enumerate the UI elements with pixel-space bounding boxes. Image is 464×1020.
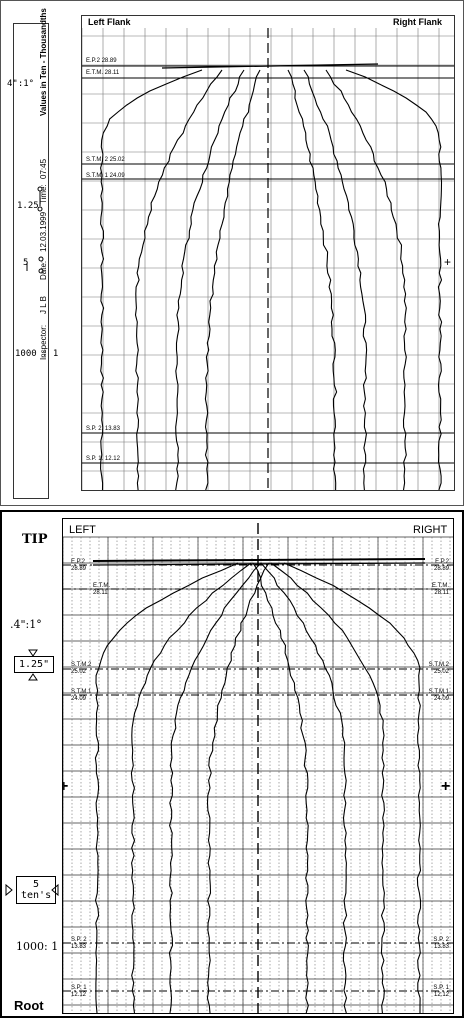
top-scale-top: 4":1°	[7, 79, 35, 89]
bottom-scale-low-unit: ten's	[21, 890, 52, 901]
bottom-scale-low-box: 5 ten's	[16, 876, 57, 904]
top-info-sidebar: Values in Ten - Thousandths 07:45 Time: …	[13, 8, 49, 499]
bl-stm2-value: 25.02	[71, 669, 87, 675]
bottom-scale-mid: 1.25"	[19, 659, 50, 670]
bottom-plus-marker-right: +	[441, 778, 450, 795]
br-stm1-value: 24.09	[434, 696, 450, 702]
marker-label-stm1: S.T.M. 1 24.09	[86, 173, 125, 179]
bottom-scale-low-value: 5	[33, 879, 40, 890]
br-sp2-value: 13.83	[434, 944, 450, 950]
bottom-scale-top: .4":1°	[10, 618, 42, 631]
triangle-left-icon	[51, 883, 59, 897]
tip-label: TIP	[22, 532, 48, 547]
top-plus-marker-right: +	[444, 255, 451, 269]
bl-sp1-name: S.P. 1	[71, 985, 87, 991]
marker-label-sp1: S.P. 1. 12.12	[86, 456, 121, 462]
top-chart-canvas: E.P.2 28.89 E.T.M. 28.11 S.T.M. 2 25.02 S.T…	[82, 28, 454, 490]
left-flank-trace	[168, 562, 262, 1013]
right-flank-trace	[325, 69, 407, 490]
top-right-flank-label: Right Flank	[393, 17, 442, 27]
triangle-right-icon	[5, 883, 13, 897]
marker-label-etm: E.T.M. 28.11	[86, 70, 120, 76]
top-magnification: 1000 : 1	[15, 349, 59, 359]
bl-sp2-name: S.P. 2	[71, 937, 87, 943]
bottom-left-label: LEFT	[69, 524, 96, 536]
top-scale-low: 5	[23, 258, 29, 268]
br-stm1-name: S.T.M.1	[429, 689, 450, 695]
left-flank-trace	[206, 562, 270, 1013]
top-left-flank-label: Left Flank	[88, 17, 131, 27]
right-flank-trace	[303, 69, 368, 490]
left-flank-trace	[100, 69, 203, 490]
top-scale-mid: 1.25	[17, 201, 39, 211]
bottom-plus-marker-left: +	[63, 778, 68, 795]
right-flank-trace	[252, 562, 309, 1013]
br-ep2-value: 28.89	[434, 566, 450, 572]
bottom-scale-mid-box: 1.25"	[14, 656, 55, 673]
br-ep2-name: E.P.2	[435, 559, 450, 565]
right-flank-trace	[287, 69, 338, 490]
br-sp1-name: S.P. 1	[433, 985, 449, 991]
tip-line-2	[92, 562, 426, 566]
bl-sp1-value: 12.12	[71, 992, 87, 998]
top-chart-panel: Values in Ten - Thousandths 07:45 Time: …	[0, 0, 464, 506]
triangle-up-icon	[28, 673, 38, 681]
br-etm-value: 28.11	[434, 590, 449, 596]
tip-line	[161, 63, 379, 69]
right-flank-trace	[270, 562, 386, 1013]
br-stm2-name: S.T.M.2	[429, 662, 450, 668]
marker-label-sp2: S.P. 2. 13.83	[86, 426, 121, 432]
left-flank-trace	[175, 69, 245, 490]
br-stm2-value: 25.02	[434, 669, 450, 675]
bl-stm1-name: S.T.M.1	[71, 689, 92, 695]
left-flank-trace	[130, 562, 252, 1013]
left-flank-trace	[134, 69, 223, 490]
right-flank-trace	[345, 69, 443, 490]
bottom-profile-chart: LEFT RIGHT + + E.P.2 28.89 E.T.M. 28.11 …	[62, 518, 454, 1014]
bl-ep2-value: 28.89	[71, 566, 87, 572]
right-flank-trace	[283, 562, 422, 1013]
br-sp1-value: 12.12	[434, 992, 450, 998]
bottom-magnification: 1000: 1	[16, 940, 59, 953]
bl-ep2-name: E.P.2	[71, 559, 86, 565]
bl-stm2-name: S.T.M.2	[71, 662, 92, 668]
marker-label-ep2: E.P.2 28.89	[86, 58, 117, 64]
bottom-right-label: RIGHT	[413, 524, 448, 536]
bl-stm1-value: 24.09	[71, 696, 87, 702]
tip-line	[92, 558, 426, 562]
bl-etm-name: E.T.M.	[93, 583, 110, 589]
bl-etm-value: 28.11	[93, 590, 108, 596]
marker-label-stm2: S.T.M. 2 25.02	[86, 157, 125, 163]
bottom-sidebar-ticks	[5, 649, 59, 897]
top-profile-chart: Left Flank Right Flank E.P.2 28.89 E.T.M.…	[81, 15, 455, 491]
bottom-chart-canvas: LEFT RIGHT + + E.P.2 28.89 E.T.M. 28.11 …	[63, 523, 453, 1013]
left-flank-trace	[204, 69, 261, 490]
right-flank-trace	[260, 562, 348, 1013]
br-etm-name: E.T.M.	[432, 583, 449, 589]
triangle-down-icon	[28, 649, 38, 657]
bottom-chart-panel: TIP .4":1° 1.25" 5 ten's 1000: 1 Root LE…	[0, 510, 464, 1018]
bl-sp2-value: 13.83	[71, 944, 87, 950]
top-sidebar-ticks: +	[26, 186, 44, 274]
root-label: Root	[14, 998, 44, 1013]
br-sp2-name: S.P. 2	[433, 937, 449, 943]
left-flank-trace	[94, 562, 239, 1013]
